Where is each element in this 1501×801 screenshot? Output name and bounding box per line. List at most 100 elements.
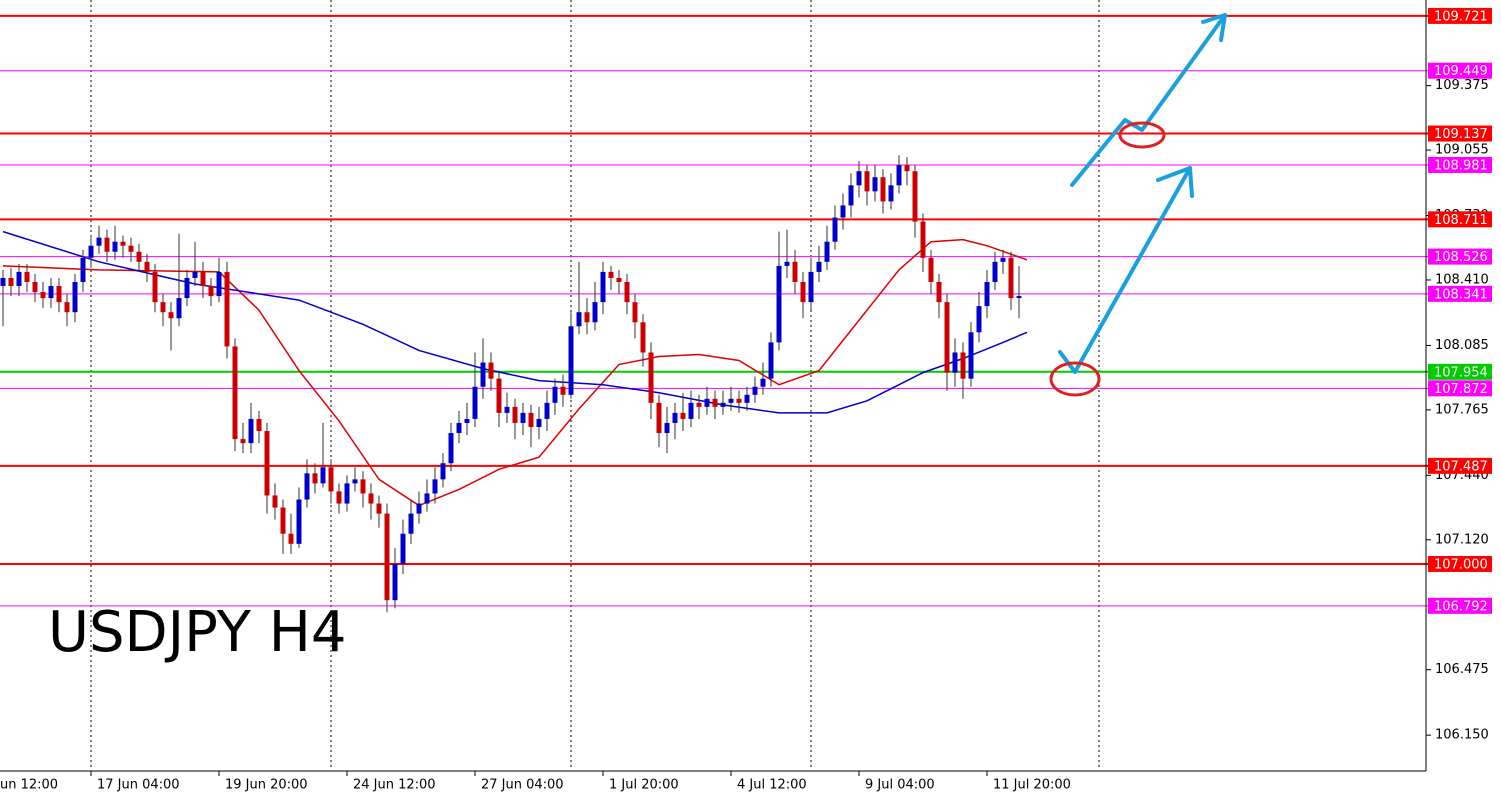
candle-body: [112, 241, 118, 252]
candle-body: [640, 322, 646, 353]
level-label-box: [1428, 62, 1492, 79]
candle-body: [880, 177, 886, 202]
y-tick-label: 107.120: [1435, 532, 1489, 547]
level-label: 107.872: [1434, 382, 1488, 397]
y-tick-label: 109.055: [1435, 143, 1489, 158]
candle-body: [736, 398, 742, 403]
level-label: 107.487: [1434, 459, 1488, 474]
candle-body: [128, 245, 134, 252]
candle-body: [720, 402, 726, 407]
candle-body: [960, 352, 966, 379]
candle-body: [440, 463, 446, 480]
level-label-box: [1428, 457, 1492, 474]
candle-body: [160, 302, 166, 313]
candle-body: [896, 165, 902, 186]
candle-body: [680, 412, 686, 419]
candle-body: [472, 386, 478, 419]
candle-body: [744, 394, 750, 403]
candle-body: [32, 281, 38, 293]
candle-body: [584, 312, 590, 323]
level-label: 107.000: [1434, 557, 1488, 572]
candle-body: [96, 237, 102, 246]
candle-body: [624, 281, 630, 303]
candle-body: [488, 362, 494, 379]
level-label-box: [1428, 248, 1492, 265]
candle-body: [840, 205, 846, 218]
candle-body: [552, 386, 558, 403]
moving-average: [2, 230, 1028, 414]
candle-body: [656, 402, 662, 434]
candle-body: [344, 483, 350, 504]
level-label-box: [1428, 597, 1492, 614]
candle-body: [952, 352, 958, 373]
candle-body: [232, 346, 238, 440]
candle-body: [416, 503, 422, 514]
candle-body: [936, 281, 942, 303]
level-label-box: [1428, 211, 1492, 228]
candle-body: [864, 171, 870, 192]
candle-body: [80, 257, 86, 282]
level-label: 108.711: [1434, 213, 1488, 228]
candle-body: [136, 251, 142, 262]
candle-body: [40, 292, 46, 299]
candle-body: [1016, 296, 1022, 299]
level-label-box: [1428, 125, 1492, 142]
level-label-box: [1428, 555, 1492, 572]
candle-body: [512, 406, 518, 423]
candle-body: [760, 378, 766, 387]
candle-body: [872, 177, 878, 192]
x-tick-label: 19 Jun 20:00: [225, 778, 308, 793]
candle-body: [392, 563, 398, 601]
candle-body: [632, 302, 638, 323]
level-label: 109.449: [1434, 64, 1488, 79]
candle-body: [320, 467, 326, 484]
candle-body: [184, 277, 190, 299]
candle-body: [368, 493, 374, 504]
candle-body: [600, 271, 606, 303]
candle-body: [904, 165, 910, 172]
candle-body: [0, 277, 6, 287]
candle-body: [504, 406, 510, 413]
level-label-box: [1428, 7, 1492, 24]
candle-body: [496, 378, 502, 413]
candle-body: [424, 493, 430, 504]
candle-body: [712, 398, 718, 407]
candle-body: [288, 533, 294, 544]
candle-body: [856, 171, 862, 186]
candle-body: [568, 326, 574, 395]
candle-body: [920, 221, 926, 258]
x-tick-label: un 12:00: [0, 778, 58, 793]
candle-body: [448, 433, 454, 464]
candle-body: [192, 271, 198, 278]
x-tick-label: 1 Jul 20:00: [609, 778, 679, 793]
arrow-head: [1201, 13, 1227, 42]
candle-body: [704, 398, 710, 407]
arrow-head: [1156, 166, 1194, 198]
candle-body: [200, 271, 206, 287]
candle-body: [536, 418, 542, 427]
candle-body: [480, 362, 486, 387]
candle-body: [384, 513, 390, 601]
y-tick-label: 108.410: [1435, 272, 1489, 287]
candle-body: [272, 495, 278, 508]
candle-body: [312, 473, 318, 484]
candle-body: [240, 439, 246, 444]
x-tick-label: 4 Jul 12:00: [737, 778, 807, 793]
candle-body: [560, 386, 566, 395]
candle-body: [104, 237, 110, 252]
candle-body: [808, 271, 814, 303]
axes: [0, 0, 1427, 772]
candle-body: [376, 503, 382, 514]
candle-body: [816, 261, 822, 272]
level-label: 106.792: [1434, 599, 1488, 614]
candle-body: [792, 261, 798, 282]
candle-body: [464, 418, 470, 423]
level-label-box: [1428, 380, 1492, 397]
candle-body: [832, 217, 838, 242]
y-tick-label: 109.375: [1435, 78, 1489, 93]
levels: [0, 14, 1428, 607]
candle-body: [264, 431, 270, 496]
candle-body: [544, 402, 550, 419]
moving-average: [2, 238, 1028, 507]
